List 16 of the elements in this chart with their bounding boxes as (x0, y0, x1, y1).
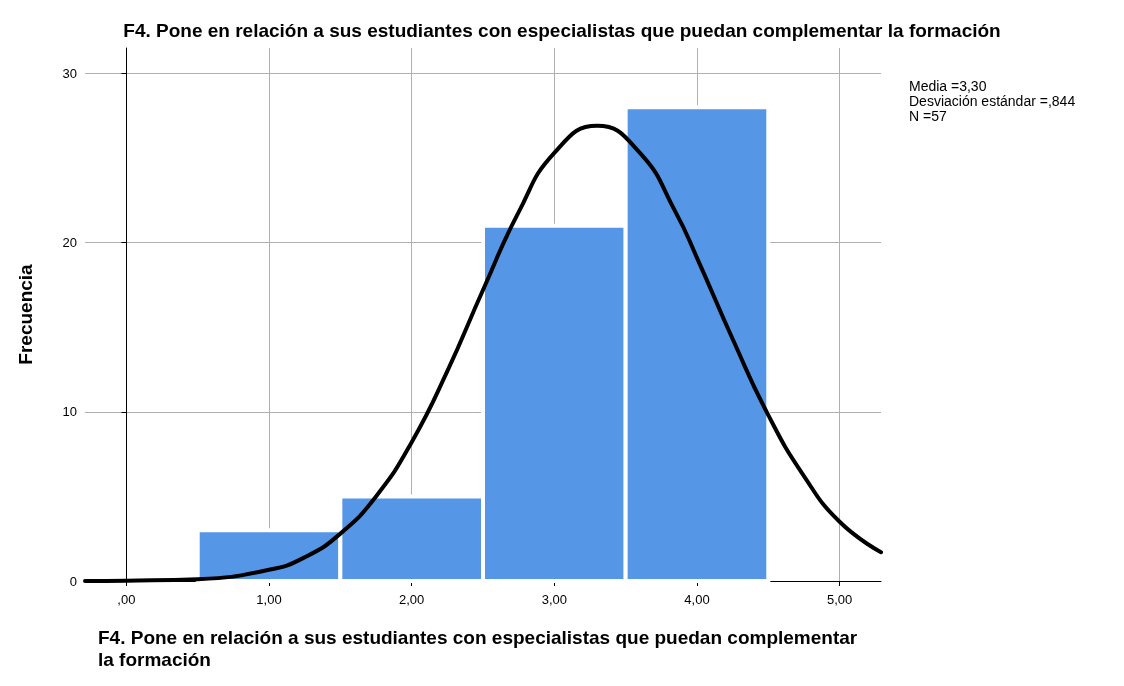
y-tick-label: 10 (62, 404, 77, 420)
y-tick-label: 30 (62, 65, 77, 81)
x-tick-label: ,00 (117, 592, 136, 607)
x-tick-label: 3,00 (541, 592, 567, 607)
chart-title: F4. Pone en relación a sus estudiantes con especialistas que puedan complementar la formación (123, 20, 1001, 41)
x-tick-label: 2,00 (399, 592, 425, 607)
y-tick-label: 20 (62, 235, 77, 251)
y-axis-title: Frecuencia (15, 263, 36, 365)
x-axis-title: F4. Pone en relación a sus estudiantes con especialistas que puedan complementar la formación (98, 626, 863, 670)
y-tick-label: 0 (69, 573, 77, 589)
text: Desviación estándar =,844 (909, 92, 1076, 109)
x-tick-label: 4,00 (684, 592, 710, 607)
x-tick-label: 5,00 (826, 592, 853, 607)
x-tick-label: 1,00 (256, 592, 282, 607)
text: N =57 (909, 107, 947, 124)
text: Media =3,30 (909, 77, 987, 94)
